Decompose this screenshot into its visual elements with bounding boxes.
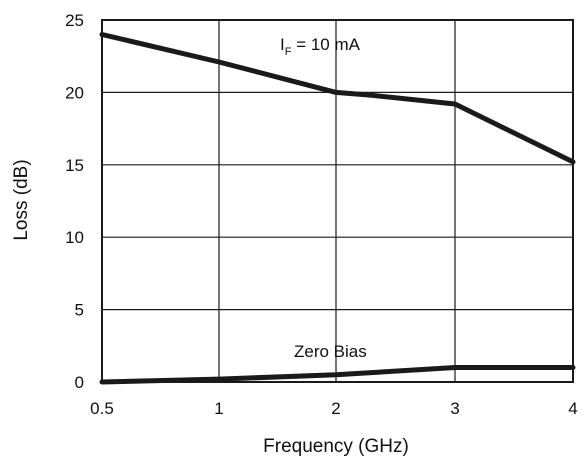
y-tick-label: 15	[65, 156, 84, 175]
y-tick-label: 20	[65, 83, 84, 102]
x-tick-label: 3	[450, 399, 459, 418]
x-tick-label: 2	[331, 399, 340, 418]
series-line-if-10ma	[99, 32, 576, 165]
plot-frame	[101, 19, 574, 383]
y-tick-labels: 0 5 10 15 20 25	[65, 11, 84, 392]
annotation-if-subscript: F	[285, 46, 292, 58]
series-lines	[99, 32, 576, 385]
y-axis-label: Loss (dB)	[11, 159, 32, 240]
series-line-zero-bias	[99, 365, 576, 385]
annotation-if-rest: = 10 mA	[291, 35, 360, 54]
y-tick-label: 5	[75, 301, 84, 320]
grid-lines	[102, 20, 573, 382]
series-annotation-zero-bias: Zero Bias	[294, 342, 367, 361]
series-annotation-if: IF = 10 mA	[280, 35, 361, 58]
y-tick-label: 25	[65, 11, 84, 30]
x-tick-labels: 0.5 1 2 3 4	[90, 399, 578, 418]
x-axis-label: Frequency (GHz)	[263, 436, 409, 457]
x-tick-label: 0.5	[90, 399, 114, 418]
y-tick-label: 10	[65, 228, 84, 247]
annotation-if-main: I	[280, 35, 285, 54]
x-tick-label: 1	[214, 399, 223, 418]
y-tick-label: 0	[75, 373, 84, 392]
x-tick-label: 4	[568, 399, 577, 418]
